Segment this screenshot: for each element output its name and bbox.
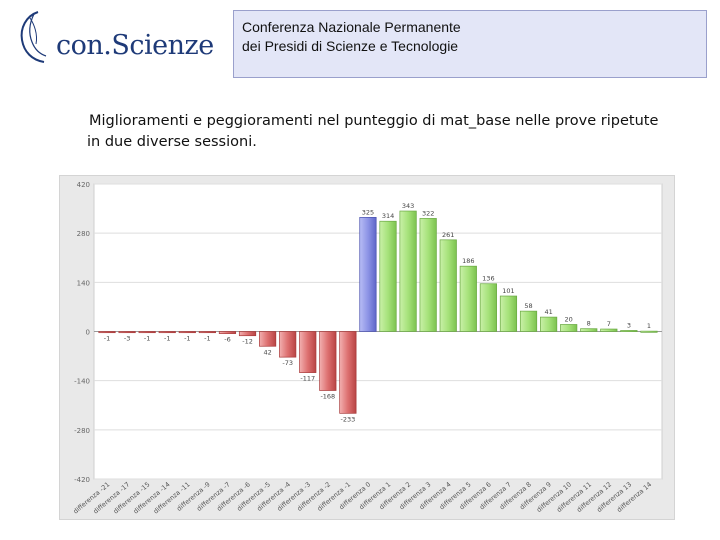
- data-label: -168: [320, 393, 335, 401]
- bar-20: [479, 283, 497, 332]
- chart-frame: -1 -3 -1 -1 -1 -1 -6 -12 42 -73 -117 -168 -233 325 314…: [59, 175, 675, 520]
- data-label: 325: [362, 208, 374, 216]
- bar-23: [540, 316, 558, 332]
- data-label: 322: [422, 209, 434, 217]
- bar-1: [98, 331, 116, 334]
- bar-16: [399, 210, 417, 332]
- bar-5: [178, 331, 196, 334]
- data-label: 20: [565, 315, 573, 323]
- data-label: 101: [502, 287, 514, 295]
- bar-9: [259, 331, 277, 347]
- swirl-icon: [20, 11, 47, 63]
- data-label: -117: [300, 375, 315, 383]
- data-label: -3: [124, 335, 130, 343]
- header-line-2: dei Presidi di Scienze e Tecnologie: [242, 38, 459, 54]
- bar-8: [238, 331, 257, 337]
- data-label: -1: [164, 335, 170, 343]
- data-label: 343: [402, 202, 414, 210]
- data-label: -1: [144, 335, 150, 343]
- y-tick-label: -280: [74, 427, 90, 435]
- bar-6: [198, 331, 216, 334]
- y-tick-label: -140: [74, 378, 90, 386]
- data-label: 7: [607, 320, 611, 328]
- bar-3: [138, 331, 156, 334]
- bar-7: [218, 331, 237, 334]
- y-tick-label: 280: [77, 230, 90, 238]
- data-label: 136: [482, 275, 494, 283]
- bar-24: [560, 324, 578, 332]
- data-label: -73: [282, 359, 293, 367]
- header-line-1: Conferenza Nazionale Permanente: [242, 19, 461, 35]
- data-label: 58: [524, 302, 532, 310]
- data-label: -6: [224, 336, 230, 344]
- bar-10: [279, 331, 297, 358]
- bar-28: [640, 330, 658, 333]
- bar-19: [459, 265, 477, 332]
- bar-26: [600, 328, 618, 332]
- bar-13: [339, 331, 357, 414]
- bar-12: [319, 331, 337, 391]
- data-label: -12: [242, 338, 253, 346]
- caption-line-2: in due diverse sessioni.: [87, 134, 257, 150]
- y-tick-label: 0: [86, 329, 90, 337]
- data-label: 41: [544, 308, 552, 316]
- bar-27: [620, 330, 638, 332]
- data-label: -1: [204, 335, 210, 343]
- data-label: -233: [341, 415, 356, 423]
- logo-wordmark: con.Scienze: [56, 30, 214, 61]
- bar-25: [580, 328, 598, 332]
- bar-15: [379, 220, 397, 332]
- bar-11: [299, 331, 317, 373]
- bar-2: [118, 331, 136, 334]
- data-label: 3: [627, 321, 631, 329]
- y-tick-label: -420: [74, 476, 90, 484]
- data-label: 186: [462, 257, 474, 265]
- y-tick-label: 140: [77, 279, 90, 287]
- data-label: 42: [263, 348, 271, 356]
- bar-18: [439, 239, 457, 332]
- slide-caption: Miglioramenti e peggioramenti nel punteg…: [87, 111, 689, 153]
- data-label: 314: [382, 212, 394, 220]
- bar-22: [519, 310, 538, 332]
- data-label: 8: [587, 320, 591, 328]
- data-label: 261: [442, 231, 454, 239]
- data-label: 1: [647, 322, 651, 330]
- conference-header-box: Conferenza Nazionale Permanente dei Pres…: [233, 10, 707, 78]
- con-scienze-logo: con.Scienze: [8, 8, 220, 70]
- data-label: -1: [184, 335, 190, 343]
- bar-4: [158, 331, 176, 334]
- caption-line-1: Miglioramenti e peggioramenti nel punteg…: [89, 113, 659, 129]
- bar-21: [499, 295, 518, 332]
- y-tick-label: 420: [77, 181, 90, 189]
- data-label: -1: [104, 335, 110, 343]
- bar-17: [419, 218, 437, 332]
- bar-14: [359, 217, 377, 332]
